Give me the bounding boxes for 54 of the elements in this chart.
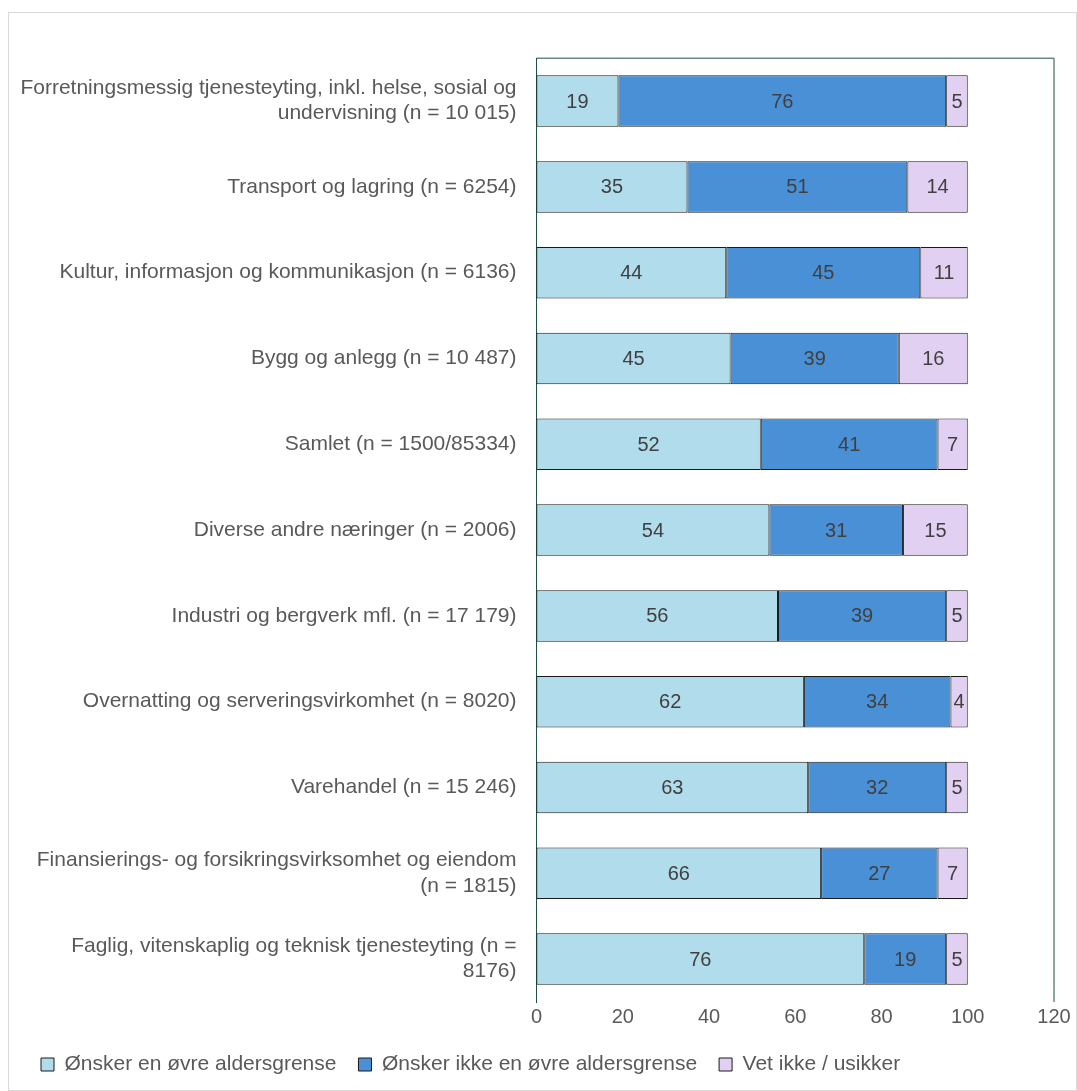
data-label: 76 [771, 89, 794, 112]
data-label: 56 [646, 604, 669, 627]
x-tick-label: 0 [530, 1004, 543, 1027]
legend-label: Ønsker ikke en øvre aldersgrense [381, 1051, 698, 1075]
data-label: 5 [951, 604, 963, 627]
data-label: 7 [947, 432, 959, 455]
data-label: 44 [620, 261, 643, 284]
x-tick-label: 100 [951, 1004, 985, 1027]
data-label: 14 [926, 175, 949, 198]
data-label: 32 [866, 776, 889, 799]
y-tick-label: Bygg og anlegg (n = 10 487) [250, 345, 517, 369]
data-label: 27 [868, 861, 891, 884]
data-label: 54 [641, 518, 665, 541]
legend-label: Ønsker en øvre aldersgrense [64, 1051, 337, 1075]
data-label: 41 [838, 432, 861, 455]
data-label: 66 [667, 861, 690, 884]
data-label: 5 [951, 89, 963, 112]
x-tick-label: 60 [784, 1004, 807, 1027]
data-label: 5 [951, 776, 963, 799]
y-tick-label: Varehandel (n = 15 246) [290, 774, 517, 798]
y-tick-label: Overnatting og serveringsvirkomhet (n = 8020) [82, 688, 517, 712]
data-label: 62 [659, 690, 682, 713]
data-label: 35 [600, 175, 624, 198]
y-tick-label: Finansierings- og forsikringsvirksomhet og eiendom (n = 1815) [36, 847, 517, 896]
data-label: 39 [850, 604, 874, 627]
data-label: 76 [689, 947, 712, 970]
legend-label: Vet ikke / usikker [742, 1051, 901, 1075]
data-label: 15 [924, 518, 947, 541]
y-tick-label: Faglig, vitenskaplig og teknisk tjenesteyting (n = 8176) [71, 933, 517, 982]
data-label: 31 [825, 518, 848, 541]
x-tick-label: 20 [611, 1004, 634, 1027]
y-tick-label: Diverse andre næringer (n = 2006) [193, 516, 517, 540]
x-tick-label: 120 [1037, 1004, 1071, 1027]
data-label: 4 [953, 690, 965, 713]
data-label: 19 [566, 89, 589, 112]
y-tick-label: Transport og lagring (n = 6254) [227, 173, 517, 197]
data-label: 52 [637, 432, 660, 455]
x-tick-label: 40 [697, 1004, 721, 1027]
data-label: 7 [947, 861, 959, 884]
y-tick-label: Forretningsmessig tjenesteyting, inkl. helse, sosial og undervisning (n = 10 015) [20, 75, 517, 124]
data-label: 39 [803, 347, 826, 370]
data-label: 16 [922, 347, 945, 370]
x-tick-label: 80 [870, 1004, 893, 1027]
data-label: 63 [661, 776, 684, 799]
data-label: 45 [622, 347, 645, 370]
data-label: 5 [951, 947, 963, 970]
data-label: 51 [786, 175, 809, 198]
y-tick-label: Samlet (n = 1500/85334) [284, 431, 517, 455]
data-label: 34 [866, 690, 889, 713]
y-tick-label: Industri og bergverk mfl. (n = 17 179) [171, 602, 517, 626]
data-label: 19 [894, 947, 917, 970]
data-label: 11 [933, 261, 955, 284]
data-label: 45 [812, 261, 835, 284]
y-tick-label: Kultur, informasjon og kommunikasjon (n = 6136) [59, 259, 517, 283]
